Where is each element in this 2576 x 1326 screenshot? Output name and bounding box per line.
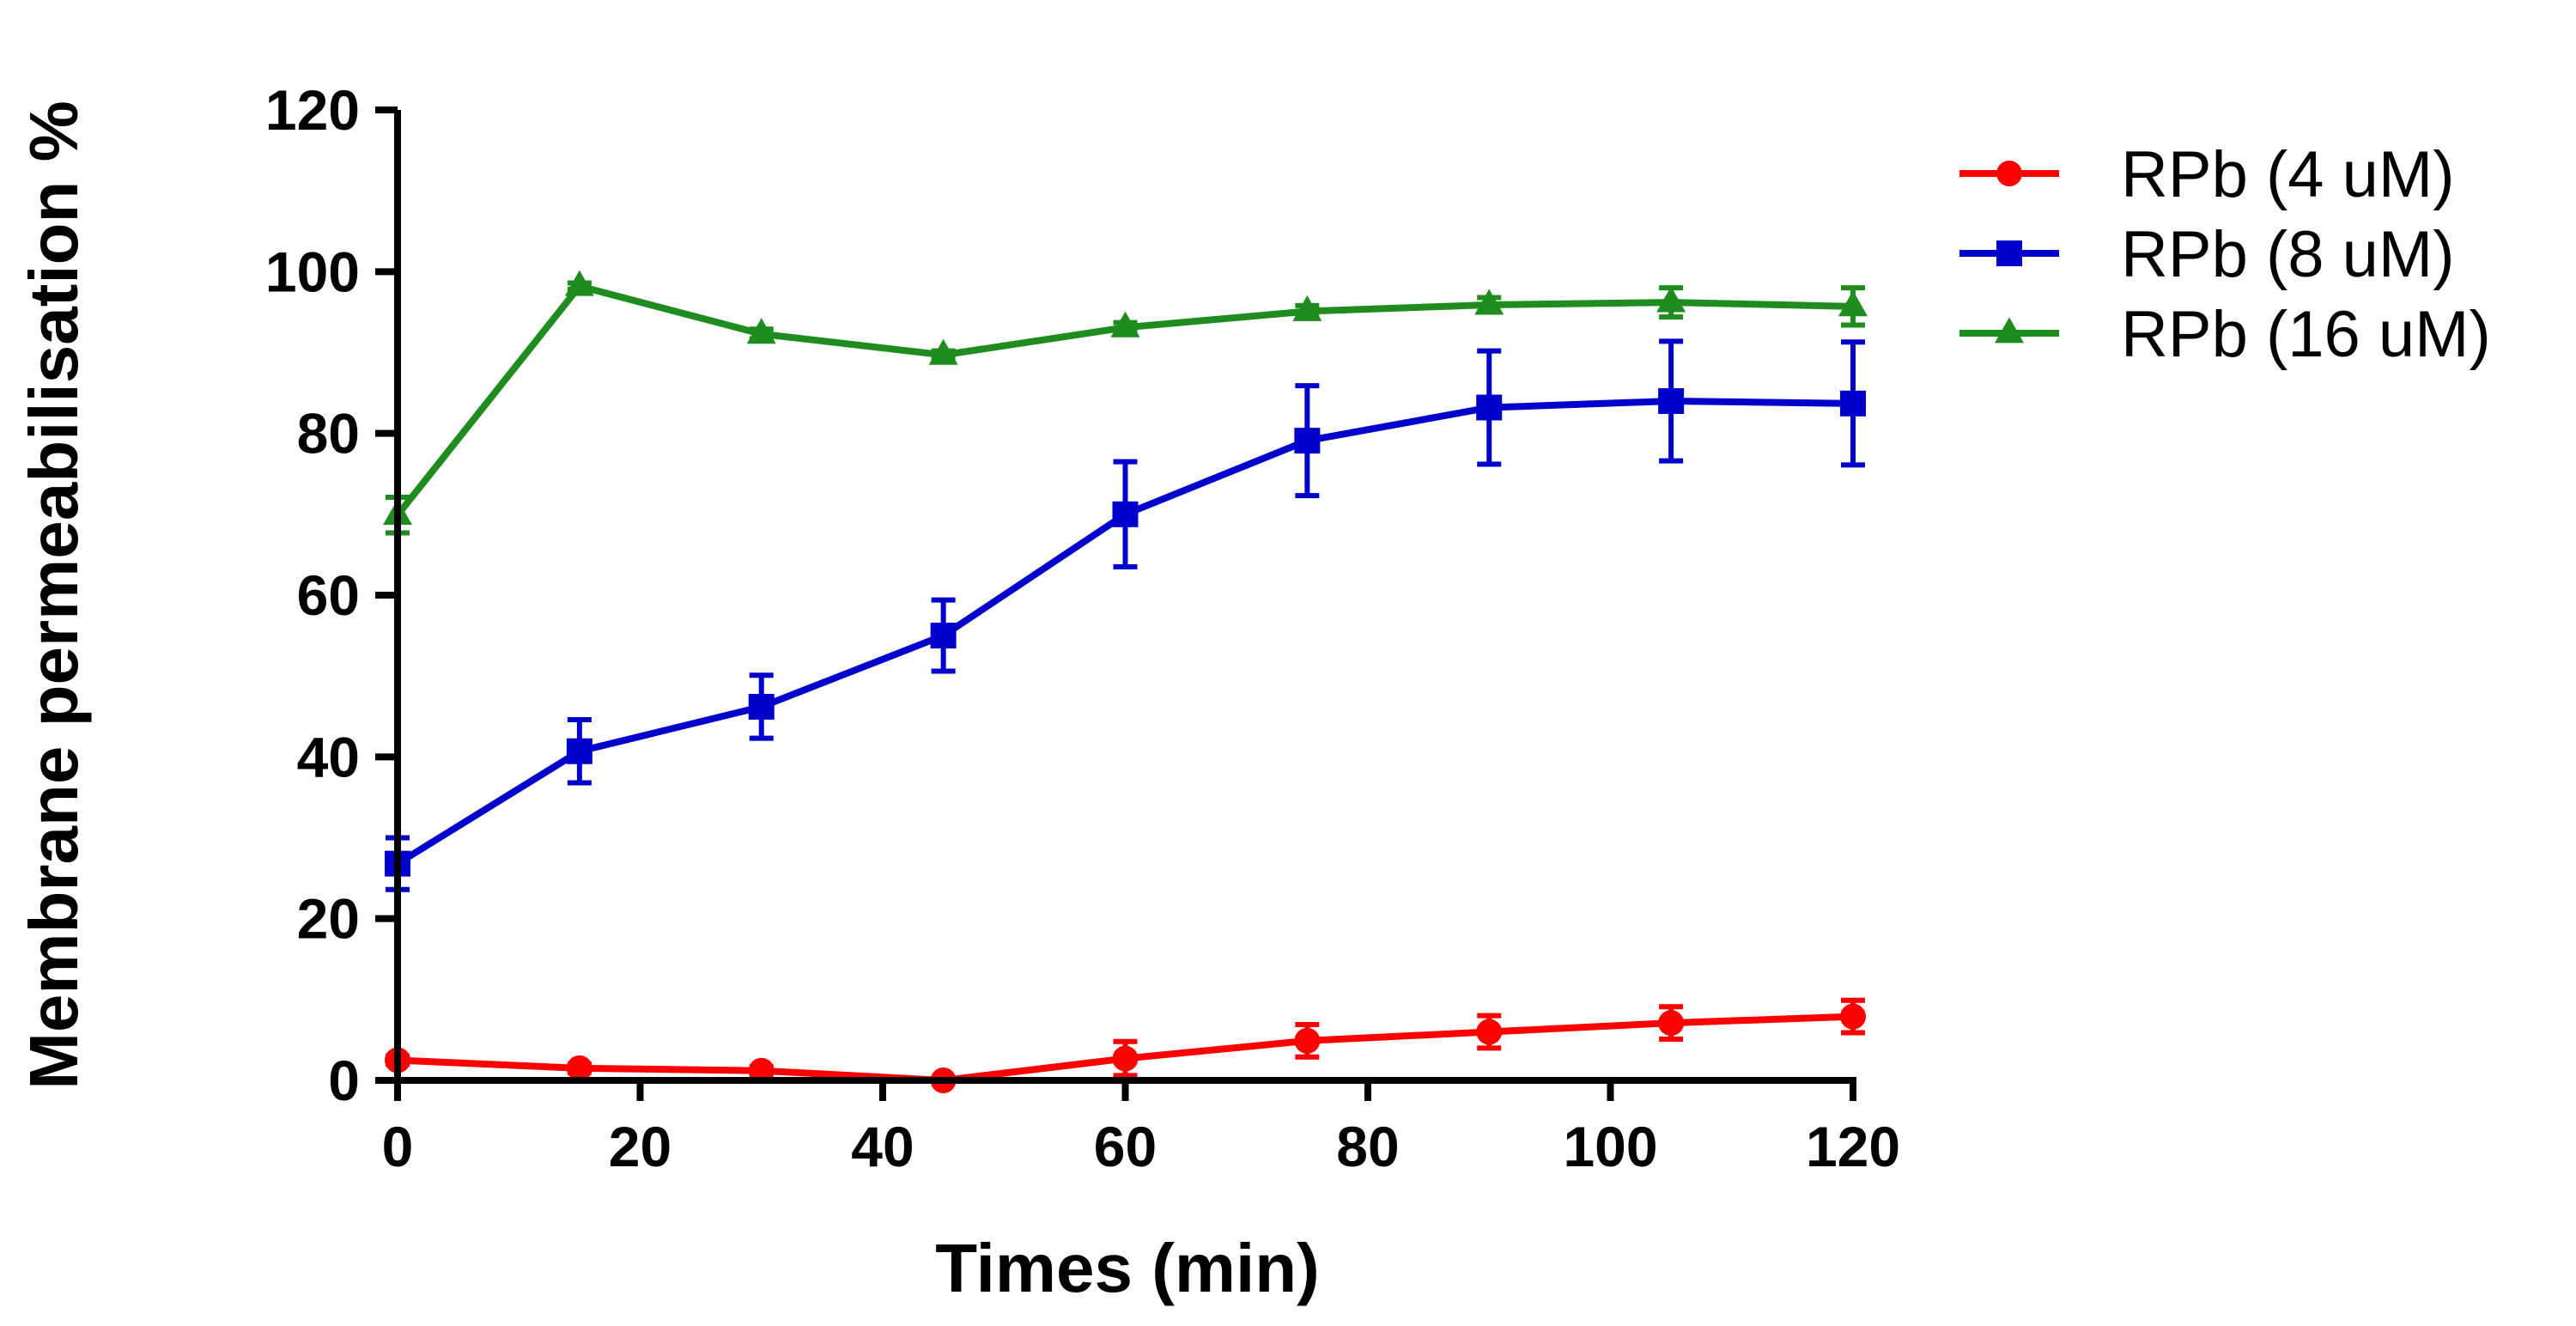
series-layer: [383, 270, 1868, 1093]
legend-swatch-marker: [1996, 240, 2022, 266]
data-point: [564, 270, 594, 296]
series-3: [383, 270, 1868, 536]
data-point: [1294, 1027, 1321, 1054]
data-point: [566, 1055, 592, 1081]
x-tick-label: 80: [1336, 1115, 1399, 1178]
data-point: [1476, 1019, 1503, 1045]
data-point: [748, 693, 775, 720]
y-tick-label: 120: [265, 78, 360, 142]
data-point: [1840, 1003, 1866, 1030]
y-tick-label: 40: [297, 725, 360, 788]
axes: [394, 110, 1856, 1084]
series-1: [385, 997, 1866, 1093]
data-point: [1112, 501, 1139, 527]
x-tick-label: 40: [851, 1115, 914, 1178]
data-point: [746, 318, 776, 344]
data-point: [1658, 388, 1685, 414]
data-point: [1474, 289, 1504, 315]
y-tick-label: 20: [297, 887, 360, 951]
x-axis-title: Times (min): [935, 1230, 1320, 1306]
data-point: [1476, 394, 1503, 421]
legend-item-3: RPb (16 uM): [1959, 298, 2491, 371]
x-tick-label: 120: [1806, 1115, 1900, 1178]
y-axis-title: Membrane permeabilisation %: [15, 100, 92, 1089]
legend-label: RPb (4 uM): [2121, 138, 2455, 211]
y-tick-label: 60: [297, 563, 360, 627]
legend-label: RPb (8 uM): [2121, 218, 2455, 291]
data-point: [1112, 1045, 1139, 1072]
legend-swatch-marker: [1995, 317, 2024, 344]
x-tick-label: 100: [1563, 1115, 1657, 1178]
data-point: [566, 738, 592, 764]
x-tick-label: 0: [382, 1115, 414, 1178]
data-point: [1656, 286, 1686, 313]
x-tick-label: 60: [1094, 1115, 1157, 1178]
legend-swatch-marker: [1996, 161, 2022, 186]
data-point: [930, 623, 957, 649]
y-tick-label: 0: [328, 1049, 360, 1112]
tick-marks: 0 20 40 60 80 100 120 0 20 40 60 80 100 120: [265, 78, 1900, 1178]
data-point: [1658, 1010, 1685, 1037]
data-point: [1294, 428, 1321, 454]
x-tick-label: 20: [609, 1115, 671, 1178]
legend-item-2: RPb (8 uM): [1959, 218, 2455, 291]
data-point: [1292, 295, 1322, 321]
data-point: [928, 338, 958, 365]
legend: RPb (4 uM)RPb (8 uM)RPb (16 uM): [1959, 138, 2491, 371]
series-2: [385, 338, 1866, 892]
data-point: [1838, 290, 1868, 317]
data-point: [1840, 390, 1866, 417]
legend-item-1: RPb (4 uM): [1959, 138, 2455, 211]
legend-label: RPb (16 uM): [2121, 298, 2491, 371]
data-point: [1110, 311, 1140, 338]
y-tick-label: 80: [297, 402, 360, 465]
y-tick-label: 100: [265, 240, 360, 303]
